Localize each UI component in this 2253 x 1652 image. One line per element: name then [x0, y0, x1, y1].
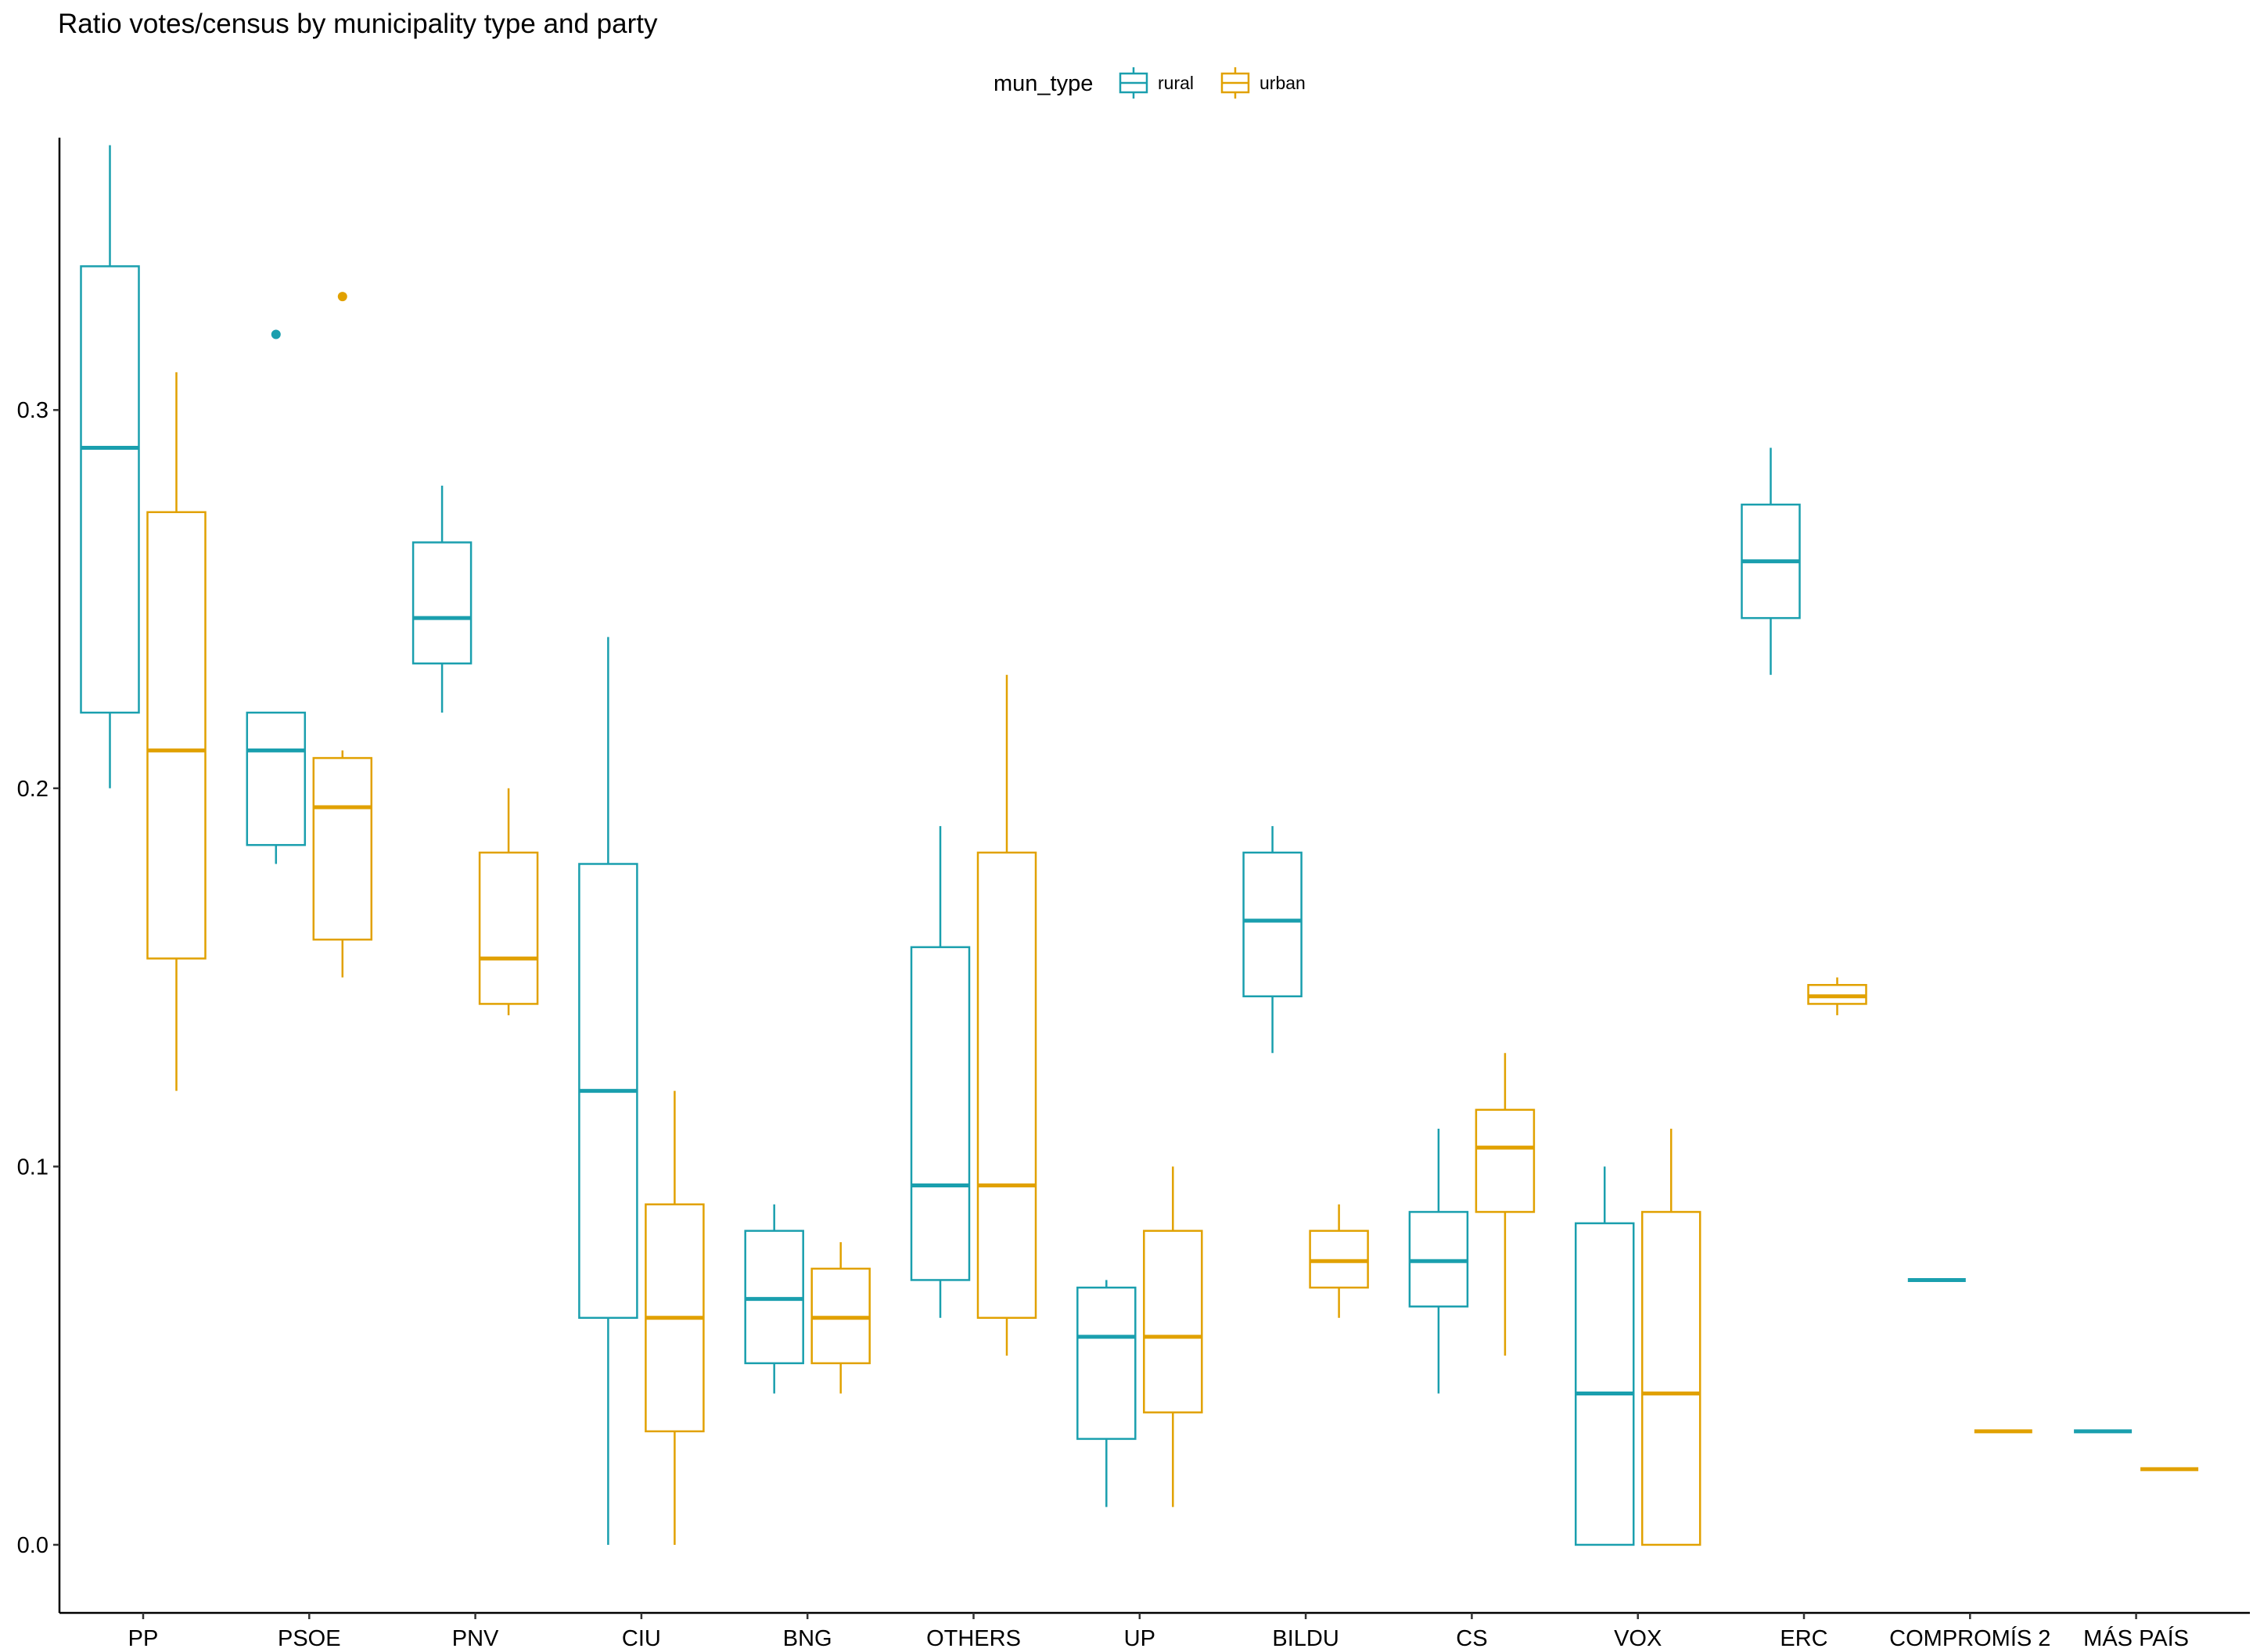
x-tick-label: PNV	[452, 1626, 499, 1651]
legend-label: urban	[1259, 73, 1306, 93]
y-tick-label: 0.1	[17, 1155, 49, 1180]
iqr-box	[246, 711, 307, 846]
box-urban-others	[976, 674, 1037, 1356]
box-rural-pnv	[411, 485, 473, 713]
box-urban-pnv	[478, 788, 539, 1015]
outlier-point	[271, 329, 281, 339]
chart-title: Ratio votes/census by municipality type …	[58, 9, 658, 39]
iqr-box	[146, 511, 207, 960]
iqr-box	[411, 541, 473, 665]
box-rural-erc	[1741, 447, 1801, 675]
iqr-box	[80, 265, 140, 714]
x-tick-label: BNG	[783, 1626, 832, 1651]
x-tick-label: CIU	[622, 1626, 661, 1651]
box-urban-bildu	[1309, 1204, 1369, 1318]
iqr-box	[1143, 1230, 1203, 1413]
legend-item-urban: urban	[1220, 67, 1306, 99]
box-urban-bng	[810, 1242, 871, 1394]
iqr-box	[312, 756, 373, 941]
legend-label: rural	[1158, 73, 1194, 93]
box-rural-up	[1076, 1280, 1137, 1507]
iqr-box	[910, 946, 971, 1281]
iqr-box	[478, 851, 539, 1005]
outlier-point	[337, 292, 347, 302]
box-urban-erc	[1807, 977, 1867, 1015]
box-rural-bildu	[1242, 826, 1303, 1054]
box-urban-up	[1143, 1166, 1203, 1507]
x-tick-label: PP	[128, 1626, 159, 1651]
iqr-box	[976, 851, 1037, 1320]
x-tick-label: VOX	[1614, 1626, 1662, 1651]
box-urban-ciu	[645, 1090, 705, 1545]
x-tick-label: PSOE	[278, 1626, 341, 1651]
y-tick-label: 0.3	[17, 398, 49, 423]
box-rural-cs	[1408, 1129, 1469, 1394]
y-tick-label: 0.0	[17, 1533, 49, 1558]
box-urban-cs	[1475, 1053, 1536, 1356]
legend-title: mun_type	[994, 71, 1093, 96]
x-tick-label: MÁS PAÍS	[2083, 1625, 2189, 1651]
legend: mun_type rural urban	[994, 67, 1306, 99]
box-rural-pp	[80, 145, 140, 788]
box-urban-pp	[146, 372, 207, 1091]
box-urban-psoe	[312, 292, 373, 978]
box-rural-vox	[1574, 1166, 1635, 1546]
x-tick-label: CS	[1456, 1626, 1487, 1651]
iqr-box	[1574, 1222, 1635, 1546]
box-urban-vox	[1640, 1129, 1701, 1546]
plot-area: 0.0 0.1 0.2 0.3 PP PSOE PNV CIU BNG OTHERS UP BILDU…	[17, 138, 2250, 1651]
iqr-box	[1076, 1286, 1137, 1440]
x-tick-label: COMPROMÍS 2	[1889, 1625, 2050, 1651]
box-rural-bng	[744, 1204, 804, 1394]
iqr-box	[1475, 1108, 1536, 1213]
x-tick-label: OTHERS	[926, 1626, 1021, 1651]
y-tick-label: 0.2	[17, 777, 49, 802]
x-tick-label: UP	[1124, 1626, 1155, 1651]
x-tick-label: ERC	[1780, 1626, 1827, 1651]
box-rural-others	[910, 826, 971, 1318]
box-rural-psoe	[246, 329, 307, 864]
box-rural-ciu	[578, 637, 638, 1545]
iqr-box	[1242, 851, 1303, 997]
iqr-box	[1640, 1211, 1701, 1546]
x-tick-label: BILDU	[1272, 1626, 1339, 1651]
legend-item-rural: rural	[1119, 67, 1194, 99]
